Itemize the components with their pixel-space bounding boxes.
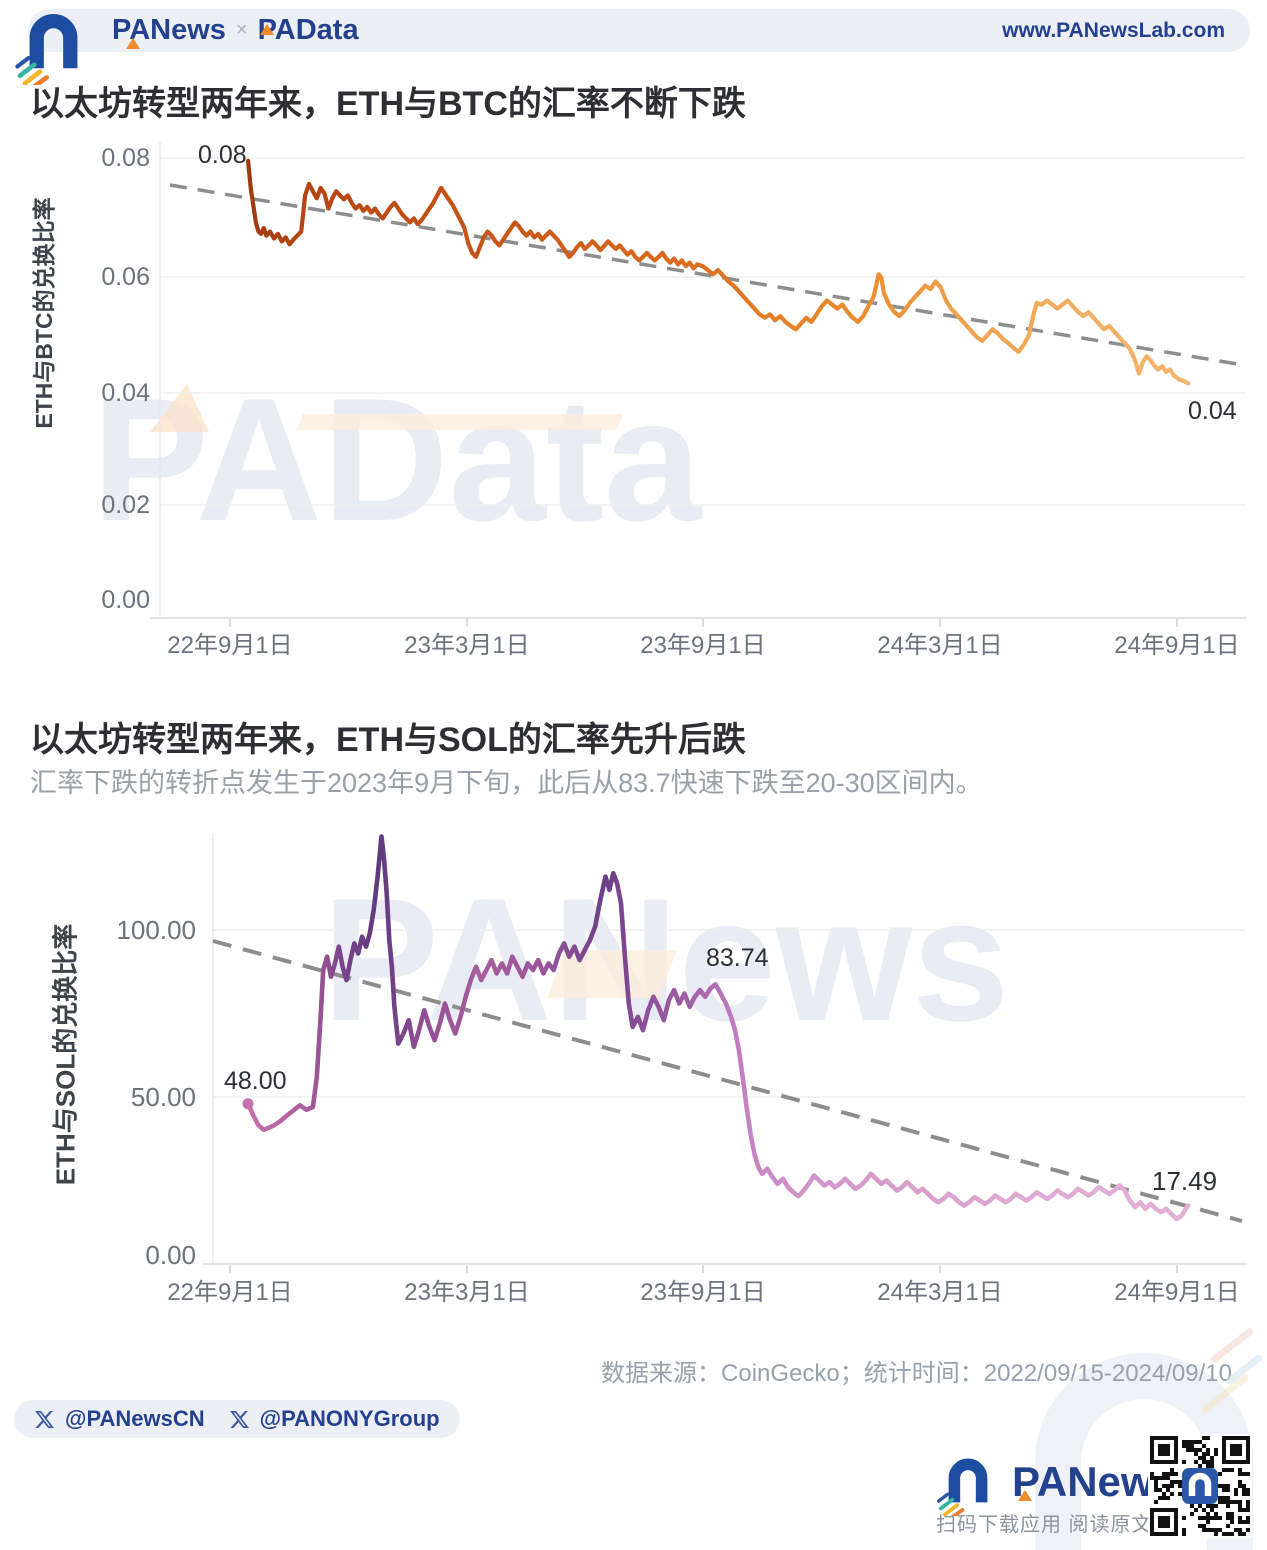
y-tick-label: 0.02: [101, 491, 150, 519]
social-bar: @PANewsCN @PANONYGroup: [14, 1400, 460, 1438]
chart2-end-annotation: 17.49: [1152, 1166, 1218, 1196]
y-tick-label: 0.04: [101, 379, 150, 407]
chart2-grid: [203, 833, 1247, 1265]
y-tick-label: 0.00: [145, 1240, 196, 1270]
y-tick-label: 50.00: [130, 1082, 196, 1112]
chart2-trendline: [212, 939, 1243, 1223]
x-tick-label: 23年3月1日: [404, 632, 530, 659]
svg-text:PAData: PAData: [92, 363, 703, 558]
data-source-note: 数据来源：CoinGecko；统计时间：2022/09/15-2024/09/1…: [601, 1360, 1232, 1387]
brand-orange-wedge: [259, 24, 274, 35]
website-url[interactable]: www.PANewsLab.com: [1002, 19, 1225, 42]
chart1-end-annotation: 0.04: [1188, 397, 1237, 425]
x-twitter-icon: [35, 1410, 54, 1428]
x-tick-label: 24年3月1日: [877, 1279, 1003, 1306]
chart1-start-annotation: 0.08: [198, 141, 247, 169]
x-twitter-icon: [229, 1410, 249, 1428]
chart1-title: 以太坊转型两年来，ETH与BTC的汇率不断下跌: [30, 85, 746, 123]
header-bar: [28, 9, 1250, 52]
chart2-series-line: [245, 834, 1191, 1222]
footer-logo-watermark: [1035, 1353, 1253, 1550]
footer-caption: 扫码下载应用 阅读原文: [936, 1514, 1153, 1536]
x-tick-label: 22年9月1日: [167, 632, 293, 659]
x-tick-label: 23年9月1日: [640, 632, 766, 659]
chart1-grid: [150, 142, 1247, 619]
chart2-watermark: PANews: [322, 863, 1009, 1058]
social-handle-panonygroup[interactable]: @PANONYGroup: [259, 1406, 440, 1431]
chart1-watermark: PAData: [92, 363, 703, 558]
chart1-series-line: [246, 158, 1191, 386]
x-tick-label: 24年3月1日: [877, 632, 1003, 659]
x-tick-label: 24年9月1日: [1114, 632, 1240, 659]
brand-separator: ×: [235, 19, 248, 41]
x-tick-label: 22年9月1日: [167, 1279, 293, 1306]
panews-logo-icon: [937, 1458, 988, 1516]
x-tick-label: 23年9月1日: [640, 1279, 766, 1306]
brand-orange-wedge: [1018, 1490, 1032, 1501]
chart1-y-axis-title: ETH与BTC的兑换比率: [31, 197, 57, 429]
y-tick-label: 0.08: [101, 144, 150, 172]
chart2-start-annotation: 48.00: [224, 1067, 287, 1095]
brand-padata: PAData: [257, 14, 359, 46]
x-tick-label: 24年9月1日: [1114, 1279, 1240, 1306]
axis-tick-marks: [229, 619, 1178, 1273]
chart1-trendline: [169, 183, 1244, 367]
brand-orange-wedge: [126, 38, 140, 49]
chart2-peak-annotation: 83.74: [706, 944, 769, 972]
qr-code: [1148, 1434, 1252, 1538]
y-tick-label: 0.00: [101, 586, 150, 614]
chart2-title: 以太坊转型两年来，ETH与SOL的汇率先升后跌: [30, 721, 746, 759]
brand-lockup: PANews × PAData: [112, 14, 359, 49]
y-tick-label: 0.06: [101, 263, 150, 291]
social-handle-panewscn[interactable]: @PANewsCN: [65, 1406, 205, 1431]
panews-logo-icon: [15, 14, 78, 85]
x-tick-label: 23年3月1日: [404, 1279, 530, 1306]
chart2-subtitle: 汇率下跌的转折点发生于2023年9月下旬，此后从83.7快速下跌至20-30区间…: [30, 768, 983, 798]
y-tick-label: 100.00: [116, 915, 196, 945]
